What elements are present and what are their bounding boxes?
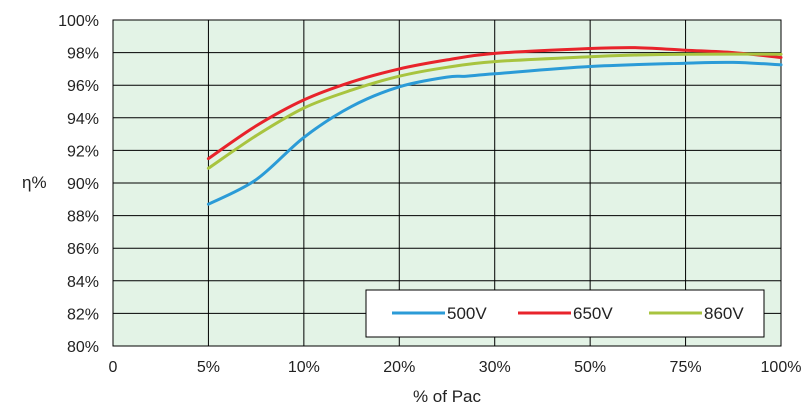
x-tick-labels: 0 5% 10% 20% 30% 50% 75% 100% — [109, 359, 802, 376]
y-tick-label: 82% — [67, 306, 99, 323]
x-tick-label: 100% — [761, 359, 802, 376]
y-tick-label: 92% — [67, 143, 99, 160]
legend-label-860v: 860V — [704, 304, 744, 323]
y-tick-label: 84% — [67, 274, 99, 291]
series-line-500v — [206, 60, 783, 206]
y-tick-label: 98% — [67, 46, 99, 63]
x-tick-label: 20% — [383, 359, 415, 376]
legend: 500V 650V 860V — [365, 289, 765, 338]
y-tick-labels: 80% 82% 84% 86% 88% 90% 92% 94% 96% 98% 100% — [58, 13, 99, 356]
y-tick-label: 96% — [67, 78, 99, 95]
series-line-860v — [206, 52, 783, 170]
y-axis-title: η% — [22, 173, 47, 192]
y-tick-label: 94% — [67, 111, 99, 128]
x-tick-label: 75% — [670, 359, 702, 376]
x-tick-label: 50% — [574, 359, 606, 376]
y-tick-label: 80% — [67, 339, 99, 356]
y-tick-label: 90% — [67, 176, 99, 193]
y-tick-label: 86% — [67, 241, 99, 258]
series-lines — [206, 46, 783, 206]
series-line-650v — [206, 46, 783, 161]
legend-label-500v: 500V — [447, 304, 487, 323]
x-tick-label: 0 — [109, 359, 118, 376]
x-tick-label: 5% — [197, 359, 220, 376]
x-axis-title: % of Pac — [413, 387, 482, 406]
x-tick-label: 30% — [479, 359, 511, 376]
y-tick-label: 88% — [67, 209, 99, 226]
y-tick-label: 100% — [58, 13, 99, 30]
x-tick-label: 10% — [288, 359, 320, 376]
legend-label-650v: 650V — [573, 304, 613, 323]
